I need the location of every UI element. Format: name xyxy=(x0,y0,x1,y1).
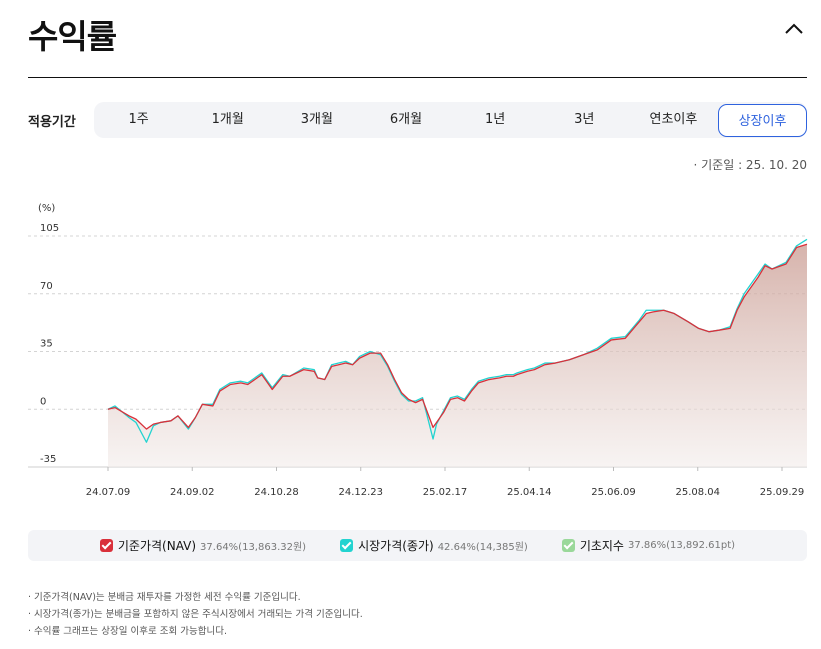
footnotes: 기준가격(NAV)는 분배금 재투자를 가정한 세전 수익률 기준입니다. 시장… xyxy=(28,589,363,640)
tab-1month[interactable]: 1개월 xyxy=(211,112,244,127)
tab-1week[interactable]: 1주 xyxy=(128,112,149,127)
footnote: 시장가격(종가)는 분배금을 포함하지 않은 주식시장에서 거래되는 가격 기준… xyxy=(28,606,363,623)
bullet-icon: · xyxy=(693,158,702,172)
legend-value: 37.64%(13,863.32원) xyxy=(200,542,307,553)
page-title: 수익률 xyxy=(28,17,117,56)
period-tabs: 1주 1개월 3개월 6개월 1년 3년 연초이후 상장이후 xyxy=(94,102,807,138)
base-date-text: 기준일 : 25. 10. 20 xyxy=(701,158,807,172)
legend-item-index[interactable]: 기초지수 37.86%(13,892.61pt) xyxy=(561,537,736,554)
chevron-up-icon[interactable] xyxy=(781,16,807,42)
legend-name: 기초지수 xyxy=(579,539,624,553)
legend-name: 기준가격(NAV) xyxy=(117,539,197,553)
footnote: 기준가격(NAV)는 분배금 재투자를 가정한 세전 수익률 기준입니다. xyxy=(28,589,363,606)
chart-legend: 기준가격(NAV) 37.64%(13,863.32원) 시장가격(종가) 42… xyxy=(28,530,807,561)
base-date: · 기준일 : 25. 10. 20 xyxy=(694,156,808,173)
checkbox-icon[interactable] xyxy=(99,539,113,552)
nav-series-line xyxy=(107,243,808,430)
footnote: 수익률 그래프는 상장일 이후로 조회 가능합니다. xyxy=(28,623,363,640)
y-tick-label: 0 xyxy=(40,396,46,407)
period-label: 적용기간 xyxy=(28,115,76,130)
tab-since-listing[interactable]: 상장이후 xyxy=(717,103,807,137)
y-tick-label: 105 xyxy=(40,223,59,234)
section-header: 수익률 xyxy=(28,0,807,78)
tab-3months[interactable]: 3개월 xyxy=(300,112,333,127)
checkbox-icon[interactable] xyxy=(561,539,575,552)
y-tick-label: -35 xyxy=(40,454,56,465)
y-tick-label: 35 xyxy=(40,339,53,350)
x-tick-label: 25.04.14 xyxy=(507,487,552,498)
nav-area xyxy=(108,244,807,467)
legend-item-market-price[interactable]: 시장가격(종가) 42.64%(14,385원) xyxy=(340,537,528,554)
tab-ytd[interactable]: 연초이후 xyxy=(649,112,698,127)
y-axis-label: (%) xyxy=(38,203,55,214)
legend-item-nav[interactable]: 기준가격(NAV) 37.64%(13,863.32원) xyxy=(99,537,307,554)
x-tick-label: 25.02.17 xyxy=(423,487,468,498)
x-tick-label: 24.10.28 xyxy=(254,487,299,498)
x-tick-label: 24.09.02 xyxy=(170,487,215,498)
tab-1year[interactable]: 1년 xyxy=(485,112,506,127)
tab-3years[interactable]: 3년 xyxy=(574,112,595,127)
x-tick-label: 24.07.09 xyxy=(86,487,131,498)
x-tick-label: 24.12.23 xyxy=(338,487,383,498)
tab-6months[interactable]: 6개월 xyxy=(389,112,423,127)
x-tick-label: 25.06.09 xyxy=(591,487,636,498)
legend-value: 37.86%(13,892.61pt) xyxy=(627,540,736,551)
x-tick-label: 25.08.04 xyxy=(675,487,720,498)
x-tick-label: 25.09.29 xyxy=(760,487,805,498)
legend-name: 시장가격(종가) xyxy=(358,539,434,553)
y-tick-label: 70 xyxy=(40,281,53,292)
legend-value: 42.64%(14,385원) xyxy=(437,542,528,553)
return-chart: (%) 105 70 35 0 -35 24.07.09 24.09.02 24.10.28 24… xyxy=(28,203,808,498)
checkbox-icon[interactable] xyxy=(340,539,354,552)
period-selector: 적용기간 1주 1개월 3개월 6개월 1년 3년 연초이후 상장이후 xyxy=(28,102,807,138)
